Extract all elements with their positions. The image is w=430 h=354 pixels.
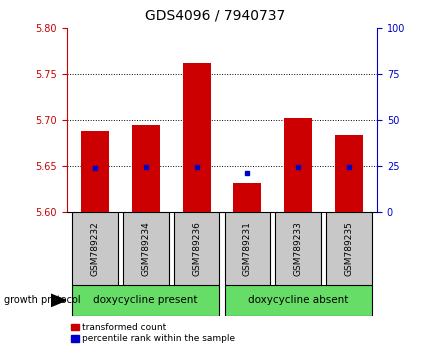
Legend: transformed count, percentile rank within the sample: transformed count, percentile rank withi…	[71, 323, 235, 343]
FancyBboxPatch shape	[224, 285, 371, 316]
Bar	[335, 135, 362, 212]
Polygon shape	[51, 294, 66, 307]
FancyBboxPatch shape	[72, 212, 117, 285]
Text: doxycycline present: doxycycline present	[93, 295, 197, 306]
Text: GDS4096 / 7940737: GDS4096 / 7940737	[145, 9, 285, 23]
FancyBboxPatch shape	[123, 212, 168, 285]
Text: GSM789231: GSM789231	[243, 221, 251, 276]
Text: GSM789236: GSM789236	[192, 221, 200, 276]
FancyBboxPatch shape	[224, 212, 270, 285]
Text: GSM789232: GSM789232	[90, 221, 99, 276]
Text: growth protocol: growth protocol	[4, 295, 81, 306]
Text: GSM789235: GSM789235	[344, 221, 353, 276]
Bar	[182, 63, 210, 212]
FancyBboxPatch shape	[275, 212, 320, 285]
FancyBboxPatch shape	[326, 212, 371, 285]
Bar	[233, 183, 261, 212]
Text: GSM789233: GSM789233	[293, 221, 302, 276]
FancyBboxPatch shape	[173, 212, 219, 285]
Bar	[284, 118, 312, 212]
Text: GSM789234: GSM789234	[141, 221, 150, 276]
Bar	[80, 131, 108, 212]
Text: doxycycline absent: doxycycline absent	[248, 295, 347, 306]
Bar	[131, 125, 159, 212]
FancyBboxPatch shape	[72, 285, 219, 316]
